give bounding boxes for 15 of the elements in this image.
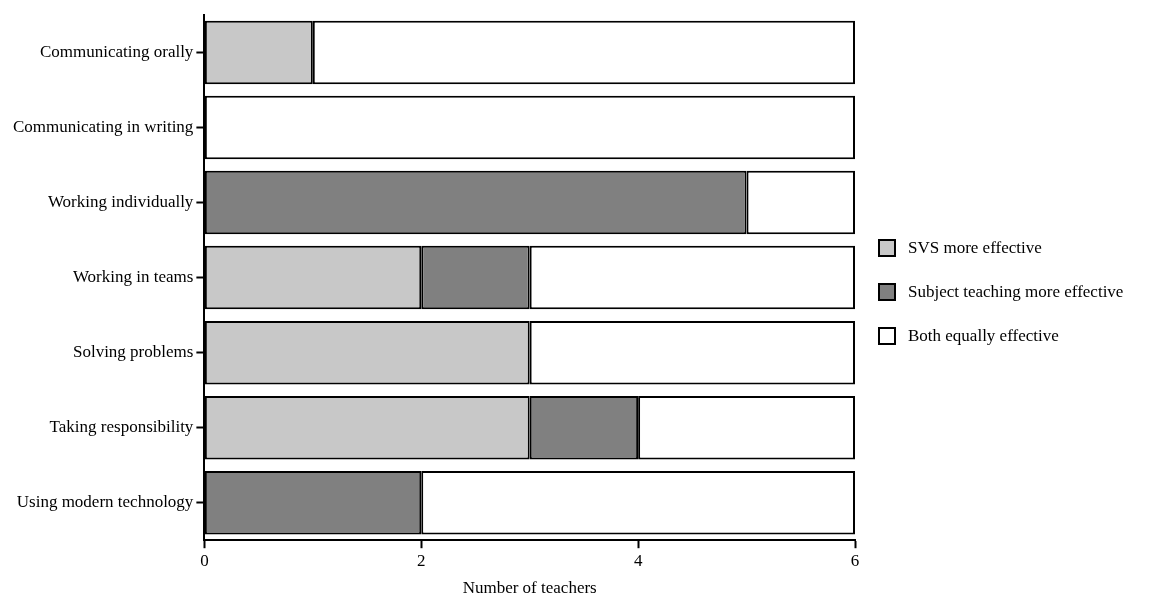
y-tick-label: Communicating in writing [12,117,194,137]
x-tick-label: 2 [417,550,426,570]
y-tick-label: Taking responsibility [49,417,194,437]
x-tick-label: 6 [850,550,860,570]
text: Both equally effective [908,326,1059,346]
x-tick-label: 0 [200,550,209,570]
x-axis-title: Number of teachers [462,578,597,598]
y-tick-label: Using modern technology [16,492,194,512]
y-tick-label: Working in teams [72,267,194,287]
y-tick-label: Working individually [47,192,194,212]
legend-label: SVS more effective [908,238,1042,258]
y-tick-label: Solving problems [72,342,194,362]
y-tick-label: Communicating orally [39,41,194,61]
x-tick-label: 4 [633,550,643,570]
legend-label: Subject teaching more effective [908,282,1124,302]
